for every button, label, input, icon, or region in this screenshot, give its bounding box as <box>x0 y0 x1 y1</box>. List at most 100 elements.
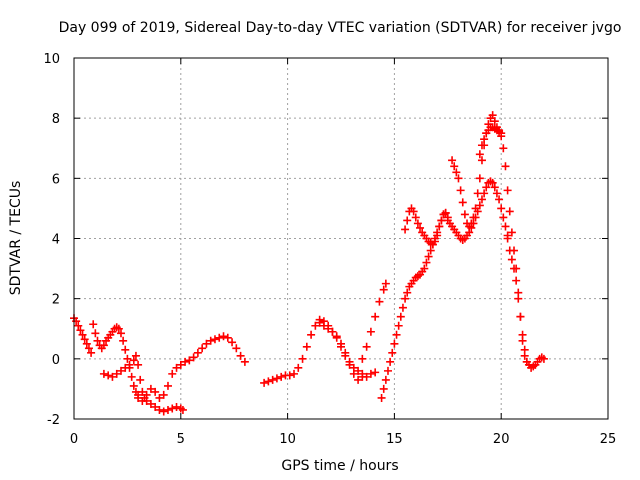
data-point <box>163 405 172 414</box>
data-point <box>82 339 91 348</box>
y-tick-label: 10 <box>43 52 60 67</box>
data-point <box>354 366 363 375</box>
data-point <box>471 204 480 213</box>
data-point <box>185 356 194 365</box>
data-point <box>501 222 510 231</box>
x-tick-label: 25 <box>600 432 617 447</box>
data-point <box>129 381 138 390</box>
data-point <box>435 222 444 231</box>
series-0 <box>70 314 96 357</box>
data-point <box>424 252 433 261</box>
series-8 <box>401 204 450 249</box>
data-point <box>358 369 367 378</box>
data-point <box>409 207 418 216</box>
data-point <box>403 288 412 297</box>
data-point <box>236 351 245 360</box>
y-tick-label: 2 <box>52 293 60 308</box>
data-point <box>458 198 467 207</box>
data-point <box>302 342 311 351</box>
data-point <box>482 183 491 192</box>
data-point <box>450 162 459 171</box>
data-point <box>512 276 521 285</box>
data-point <box>146 399 155 408</box>
data-point <box>480 135 489 144</box>
data-point <box>411 213 420 222</box>
data-point <box>473 189 482 198</box>
data-point <box>134 360 143 369</box>
data-points <box>70 111 548 416</box>
axis-ticks: 0 5 10 15 20 25 -2 0 2 4 6 8 10 <box>43 52 616 447</box>
data-point <box>490 117 499 126</box>
data-point <box>84 344 93 353</box>
data-point <box>381 279 390 288</box>
data-point <box>497 132 506 141</box>
data-point <box>307 330 316 339</box>
data-point <box>507 255 516 264</box>
data-point <box>413 219 422 228</box>
data-point <box>422 258 431 267</box>
data-point <box>178 405 187 414</box>
data-point <box>260 378 269 387</box>
data-point <box>108 372 117 381</box>
series-7 <box>377 208 452 402</box>
data-point <box>514 294 523 303</box>
plot-frame <box>73 57 609 420</box>
data-point <box>354 375 363 384</box>
data-point <box>176 360 185 369</box>
data-point <box>127 372 136 381</box>
data-point <box>298 354 307 363</box>
data-point <box>155 393 164 402</box>
x-tick-label: 15 <box>386 432 403 447</box>
data-point <box>172 402 181 411</box>
data-point <box>151 402 160 411</box>
data-point <box>89 320 98 329</box>
data-point <box>80 335 89 344</box>
chart-title: Day 099 of 2019, Sidereal Day-to-day VTE… <box>59 20 622 36</box>
data-point <box>223 333 232 342</box>
data-point <box>377 393 386 402</box>
data-point <box>294 363 303 372</box>
data-point <box>499 144 508 153</box>
data-point <box>129 356 138 365</box>
data-point <box>112 369 121 378</box>
data-point <box>134 393 143 402</box>
data-point <box>74 321 83 330</box>
x-tick-label: 20 <box>493 432 510 447</box>
data-point <box>232 344 241 353</box>
data-point <box>396 312 405 321</box>
data-point <box>516 312 525 321</box>
data-point <box>492 189 501 198</box>
data-point <box>114 324 123 333</box>
data-point <box>290 369 299 378</box>
data-point <box>426 246 435 255</box>
data-point <box>138 387 147 396</box>
data-point <box>228 338 237 347</box>
data-point <box>125 360 134 369</box>
data-point <box>388 348 397 357</box>
data-point <box>345 357 354 366</box>
data-point <box>495 127 504 136</box>
data-point <box>379 285 388 294</box>
data-point <box>319 321 328 330</box>
data-point <box>475 150 484 159</box>
data-point <box>151 387 160 396</box>
data-point <box>398 303 407 312</box>
data-point <box>503 186 512 195</box>
data-point <box>520 345 529 354</box>
data-point <box>72 317 81 326</box>
data-point <box>518 330 527 339</box>
data-point <box>341 348 350 357</box>
data-point <box>390 339 399 348</box>
data-point <box>460 210 469 219</box>
data-point <box>142 390 151 399</box>
data-point <box>366 369 375 378</box>
data-point <box>386 357 395 366</box>
data-point <box>159 407 168 416</box>
series-6 <box>358 279 390 363</box>
data-point <box>324 324 333 333</box>
data-point <box>93 336 102 345</box>
data-point <box>215 333 224 342</box>
data-point <box>328 327 337 336</box>
data-point <box>349 363 358 372</box>
